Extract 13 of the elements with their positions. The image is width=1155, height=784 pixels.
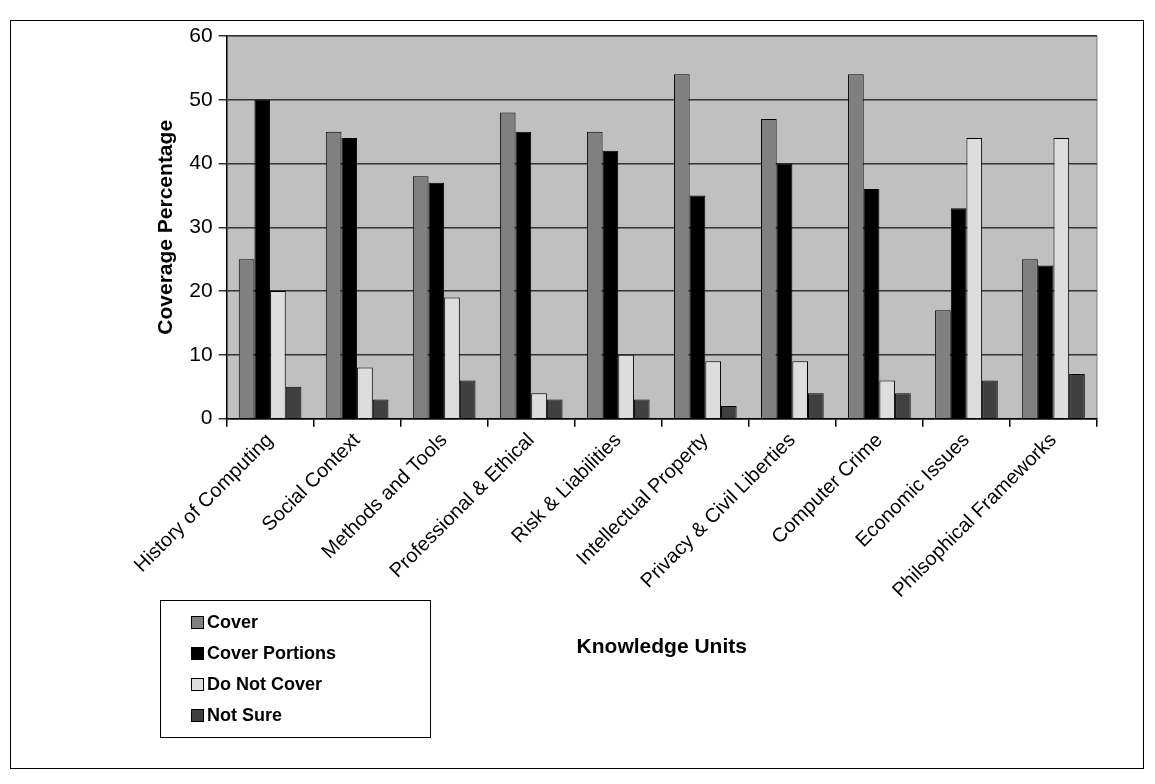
legend-label: Not Sure	[207, 705, 283, 726]
y-tick-label: 20	[189, 277, 213, 301]
legend-label: Cover Portions	[207, 643, 337, 664]
y-axis-title: Coverage Percentage	[153, 119, 177, 335]
legend-label: Cover	[207, 612, 259, 633]
y-tick-label: 50	[189, 86, 213, 110]
y-tick-label: 30	[189, 214, 213, 238]
y-tick-label: 10	[189, 341, 213, 365]
y-tick-label: 60	[189, 22, 213, 46]
x-axis-title: Knowledge Units	[576, 634, 747, 658]
legend-label: Do Not Cover	[207, 674, 323, 695]
y-tick-label: 0	[200, 405, 213, 429]
y-tick-label: 40	[189, 150, 213, 174]
